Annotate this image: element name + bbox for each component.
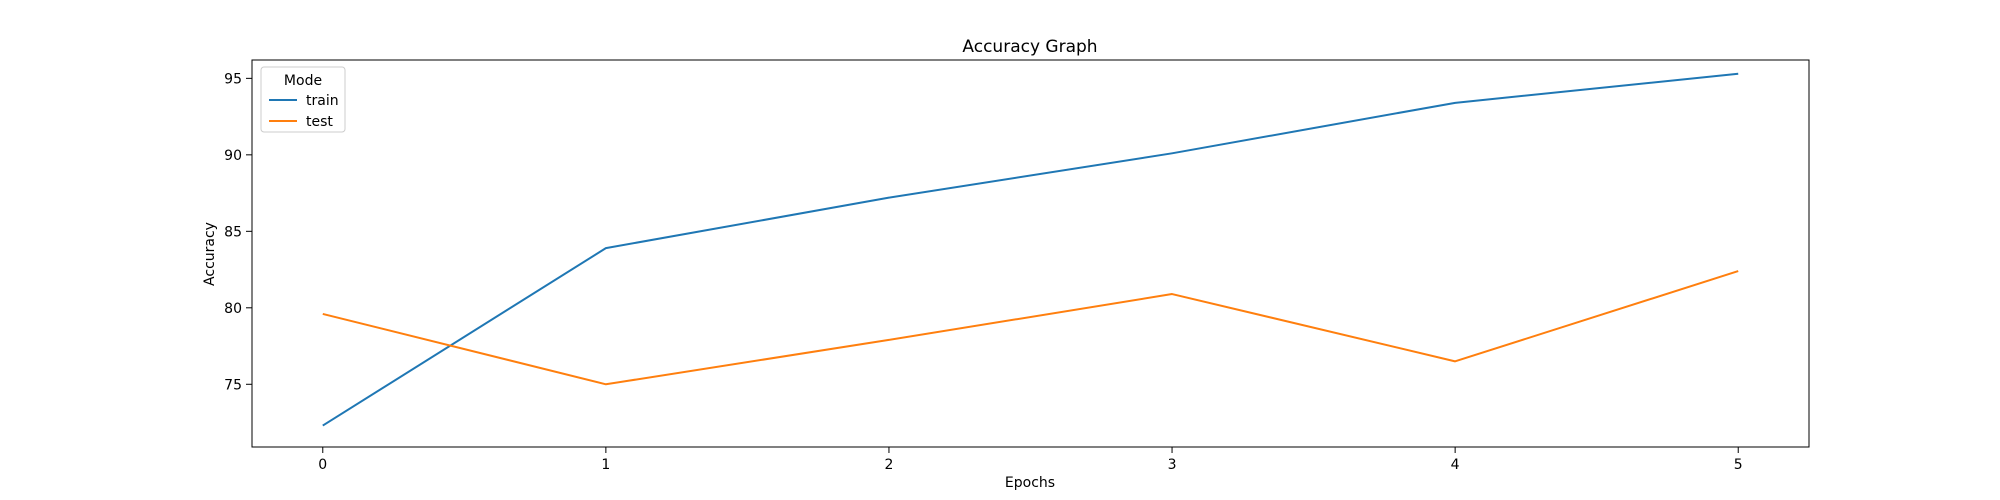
y-tick-label: 90 (224, 148, 242, 164)
plot-frame (251, 59, 1810, 448)
legend-title: Mode (284, 73, 322, 89)
x-tick-label: 2 (884, 457, 893, 473)
y-axis-title: Accuracy (202, 222, 218, 286)
ticks: 0 1 2 3 4 5 75 80 85 90 95 (224, 71, 1743, 473)
x-tick-label: 1 (601, 457, 610, 473)
legend-label-test: test (306, 114, 333, 130)
legend-label-train: train (306, 93, 339, 109)
y-tick-label: 75 (224, 377, 242, 393)
x-tick-label: 4 (1451, 457, 1460, 473)
series-lines (322, 72, 1739, 427)
series-line-test (322, 270, 1739, 386)
legend-box (260, 66, 346, 133)
x-tick-label: 5 (1734, 457, 1743, 473)
x-tick-label: 0 (318, 457, 327, 473)
chart-title: Accuracy Graph (962, 37, 1097, 57)
y-tick-label: 85 (224, 224, 242, 240)
y-tick-label: 95 (224, 71, 242, 87)
legend: Mode train test (260, 66, 346, 133)
y-tick-label: 80 (224, 301, 242, 317)
x-axis-title: Epochs (1005, 475, 1055, 491)
series-line-train (322, 72, 1739, 427)
x-tick-label: 3 (1168, 457, 1177, 473)
